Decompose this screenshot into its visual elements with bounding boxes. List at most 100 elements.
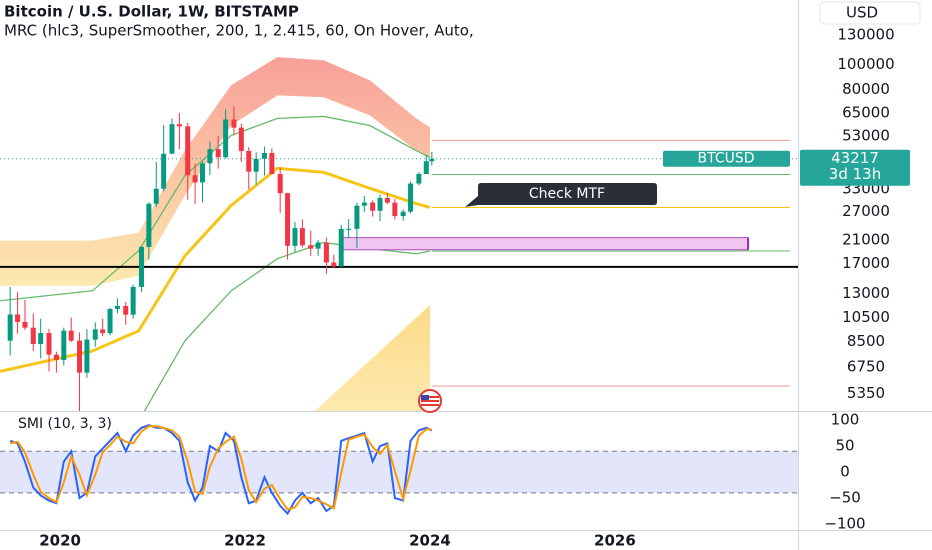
- candle-body: [92, 329, 98, 340]
- smi-line: [9, 424, 433, 516]
- mrc-band: [0, 57, 430, 286]
- x-tick-label: 2026: [594, 532, 636, 550]
- symbol-tag: [663, 150, 790, 167]
- candle-body: [323, 242, 329, 263]
- x-tick-label: 2020: [39, 532, 81, 550]
- candle-body: [153, 188, 159, 204]
- candle-body: [253, 158, 259, 172]
- candle-body: [370, 202, 376, 211]
- candle-body: [130, 286, 136, 315]
- currency: USD: [846, 4, 878, 22]
- y-tick-label: 17000: [842, 254, 890, 272]
- candle-body: [338, 228, 344, 267]
- candle-body: [384, 197, 390, 203]
- candle-body: [354, 205, 360, 229]
- candle-body: [285, 193, 291, 246]
- candle-body: [53, 354, 59, 360]
- indicator-title: MRC (hlc3, SuperSmoother, 200, 1, 2.415,…: [4, 22, 474, 40]
- candle-body: [161, 153, 167, 189]
- candle-body: [100, 329, 106, 334]
- profile-area: [315, 305, 430, 411]
- candle-body: [138, 246, 144, 287]
- smi-pane: [0, 424, 798, 516]
- candle-body: [416, 174, 422, 184]
- candle-body: [238, 127, 244, 152]
- y-tick-label: 8500: [847, 332, 885, 350]
- smi-tick-label: −50: [829, 489, 861, 507]
- candle-body: [261, 152, 267, 159]
- candle-body: [215, 149, 221, 158]
- price-tag-countdown: 3d 13h: [829, 165, 881, 183]
- smi-tick-label: −100: [824, 515, 865, 533]
- smi-tick-label: 0: [840, 463, 850, 481]
- y-tick-label: 100000: [837, 55, 894, 73]
- candle-body: [429, 158, 435, 162]
- y-tick-label: 10500: [842, 308, 890, 326]
- overlay: USD Bitcoin / U.S. Dollar, 1W, BITSTAMP …: [4, 1, 921, 550]
- candle-body: [107, 308, 113, 334]
- candle-body: [192, 175, 198, 183]
- annotation: Check MTF: [529, 186, 605, 202]
- candle-body: [246, 151, 252, 172]
- candle-body: [114, 305, 120, 309]
- y-tick-label: 21000: [842, 230, 890, 248]
- candle-body: [200, 163, 206, 183]
- mrc-upper-line: [0, 115, 431, 302]
- candle-body: [77, 340, 83, 373]
- candle-body: [207, 149, 213, 164]
- candle-body: [84, 339, 90, 373]
- annotation-box: [465, 183, 657, 207]
- y-tick-label: 65000: [842, 103, 890, 121]
- y-tick-label: 130000: [837, 26, 894, 44]
- currency-box[interactable]: [819, 1, 921, 25]
- zone-box: [339, 237, 749, 251]
- price-pane: [0, 57, 798, 411]
- candle-body: [68, 330, 74, 341]
- x-tick-label: 2022: [224, 532, 266, 550]
- smi-title: SMI (10, 3, 3): [18, 416, 112, 432]
- y-tick-label: 53000: [842, 126, 890, 144]
- y-tick-label: 27000: [842, 202, 890, 220]
- price-tag-value: 43217: [831, 149, 879, 167]
- candle-body: [146, 203, 152, 247]
- candle-body: [7, 314, 13, 341]
- candle-body: [22, 321, 28, 328]
- candle-body: [269, 152, 275, 175]
- symbol-label: BTCUSD: [697, 151, 754, 167]
- candle-body: [38, 333, 44, 344]
- candle-body: [408, 183, 414, 212]
- x-tick-label: 2024: [409, 532, 451, 550]
- candle-body: [346, 228, 352, 230]
- candle-body: [392, 202, 398, 217]
- candle-body: [30, 327, 36, 344]
- y-tick-label: 5350: [847, 384, 885, 402]
- candle-body: [15, 314, 21, 322]
- candle-body: [400, 211, 406, 217]
- candle-body: [277, 174, 283, 194]
- candle-body: [123, 305, 129, 315]
- y-tick-label: 6750: [847, 358, 885, 376]
- candle-body: [361, 202, 367, 206]
- candle-body: [231, 119, 237, 128]
- candle-body: [292, 228, 298, 246]
- flag-icon: [418, 389, 442, 413]
- candle-body: [46, 333, 52, 355]
- y-tick-label: 13000: [842, 284, 890, 302]
- smi-tick-label: 50: [835, 437, 854, 455]
- chart-title: Bitcoin / U.S. Dollar, 1W, BITSTAMP: [4, 3, 299, 21]
- candle-body: [299, 228, 305, 246]
- candle-body: [308, 245, 314, 249]
- candle-body: [61, 330, 67, 360]
- price-tag: [800, 149, 910, 186]
- candle-body: [223, 119, 229, 158]
- candle-body: [331, 262, 337, 267]
- mrc-lower-line: [143, 241, 431, 411]
- smi-line: [9, 425, 432, 511]
- candle-body: [315, 242, 321, 249]
- smi-tick-label: 100: [831, 411, 860, 429]
- candle-body: [169, 124, 175, 154]
- candle-body: [377, 197, 383, 211]
- candle-body: [185, 126, 191, 176]
